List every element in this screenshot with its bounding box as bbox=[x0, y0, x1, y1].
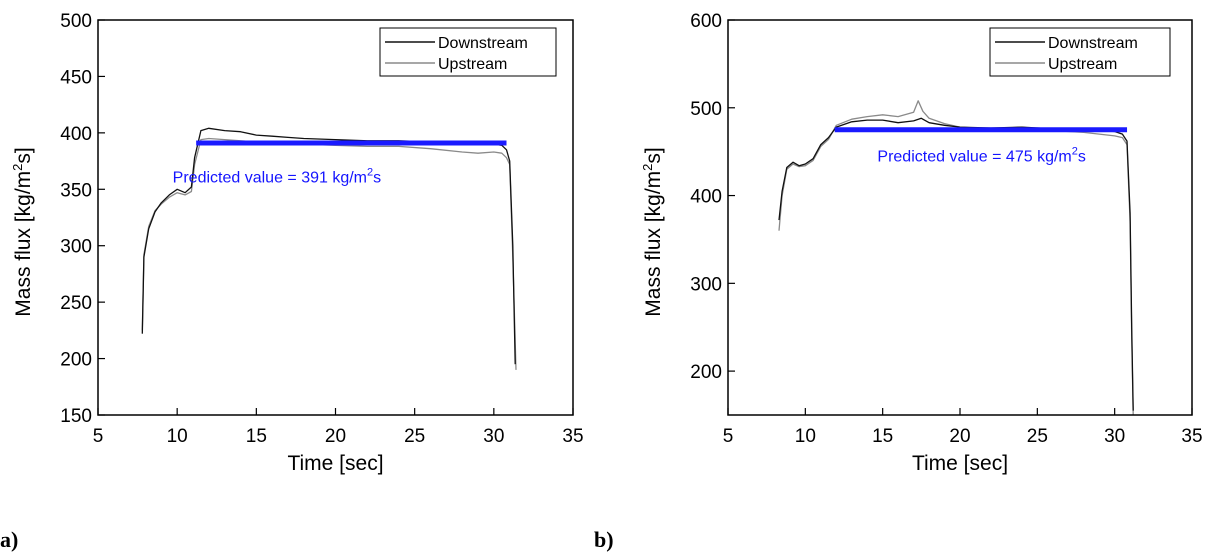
x-tick-label: 10 bbox=[795, 426, 816, 447]
y-tick-label: 200 bbox=[60, 350, 92, 371]
x-tick-label: 25 bbox=[404, 426, 425, 447]
legend-box bbox=[379, 27, 557, 77]
panel-label-a: a) bbox=[0, 527, 18, 552]
legend: Downstream Upstream bbox=[379, 27, 557, 77]
legend-label-downstream: Downstream bbox=[438, 35, 528, 52]
y-tick-label: 150 bbox=[60, 406, 92, 427]
y-tick-label: 350 bbox=[60, 180, 92, 201]
x-tick-label: 20 bbox=[949, 426, 970, 447]
y-tick-label: 450 bbox=[60, 67, 92, 88]
legend-box bbox=[989, 27, 1171, 77]
y-tick-label: 600 bbox=[690, 11, 722, 32]
y-axis-label-superscript: 2 bbox=[10, 164, 25, 171]
y-tick-label: 500 bbox=[690, 99, 722, 120]
y-tick-label: 200 bbox=[690, 362, 722, 383]
y-axis-label-unit-end: s] bbox=[642, 147, 665, 163]
y-axis-label-main: Mass flux [kg/m bbox=[12, 171, 35, 317]
predicted-value-text: Predicted value = 391 kg/m bbox=[173, 170, 367, 187]
x-tick-label: 5 bbox=[723, 426, 734, 447]
y-tick-label: 400 bbox=[690, 187, 722, 208]
plot-frame bbox=[97, 19, 574, 416]
plot-lines bbox=[778, 100, 1134, 416]
predicted-value-text: Predicted value = 475 kg/m bbox=[877, 148, 1071, 165]
predicted-value-unit-end: s bbox=[1078, 148, 1086, 165]
legend-label-upstream: Upstream bbox=[438, 56, 507, 73]
chart-panel-a: 5 10 15 20 25 30 35 150 200 250 300 350 400 450 500 Ti… bbox=[0, 11, 584, 552]
predicted-value-annotation: Predicted value = 391 kg/m2s bbox=[173, 167, 381, 187]
axis-ticks: 5 10 15 20 25 30 35 200 300 400 500 600 bbox=[690, 11, 1202, 447]
predicted-value-unit-end: s bbox=[373, 170, 381, 187]
plot-lines bbox=[141, 127, 517, 370]
x-tick-label: 20 bbox=[325, 426, 346, 447]
panel-label-b: b) bbox=[594, 527, 614, 552]
legend-label-upstream: Upstream bbox=[1048, 56, 1117, 73]
x-tick-label: 15 bbox=[246, 426, 267, 447]
x-tick-label: 35 bbox=[1181, 426, 1202, 447]
x-tick-label: 30 bbox=[1104, 426, 1125, 447]
x-tick-label: 25 bbox=[1027, 426, 1048, 447]
plot-frame bbox=[727, 19, 1193, 416]
y-tick-label: 250 bbox=[60, 293, 92, 314]
y-axis-label: Mass flux [kg/m2s] bbox=[10, 147, 35, 316]
legend-label-downstream: Downstream bbox=[1048, 35, 1138, 52]
x-tick-label: 15 bbox=[872, 426, 893, 447]
predicted-value-annotation: Predicted value = 475 kg/m2s bbox=[877, 145, 1085, 165]
series-line-upstream bbox=[778, 100, 1134, 416]
legend: Downstream Upstream bbox=[989, 27, 1171, 77]
y-axis-label-main: Mass flux [kg/m bbox=[642, 171, 665, 317]
y-tick-label: 300 bbox=[690, 274, 722, 295]
axis-ticks: 5 10 15 20 25 30 35 150 200 250 300 350 400 450 500 bbox=[60, 11, 583, 447]
x-axis-label: Time [sec] bbox=[912, 452, 1008, 475]
y-axis-label-superscript: 2 bbox=[640, 164, 655, 171]
x-tick-label: 5 bbox=[93, 426, 104, 447]
x-axis-label: Time [sec] bbox=[287, 452, 383, 475]
y-tick-label: 300 bbox=[60, 237, 92, 258]
predicted-value-superscript: 2 bbox=[1072, 145, 1078, 157]
y-tick-label: 500 bbox=[60, 11, 92, 32]
series-line-downstream bbox=[141, 127, 516, 365]
predicted-value-superscript: 2 bbox=[367, 167, 373, 179]
x-tick-label: 10 bbox=[167, 426, 188, 447]
x-tick-label: 35 bbox=[562, 426, 583, 447]
y-tick-label: 400 bbox=[60, 124, 92, 145]
x-tick-label: 30 bbox=[483, 426, 504, 447]
series-line-downstream bbox=[778, 117, 1134, 411]
y-axis-label-unit-end: s] bbox=[12, 147, 35, 163]
y-axis-label: Mass flux [kg/m2s] bbox=[640, 147, 665, 316]
